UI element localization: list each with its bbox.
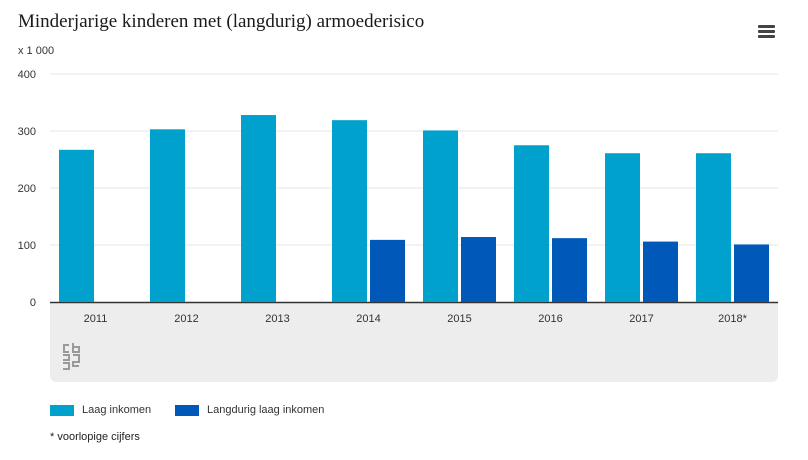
bar-langdurig-laag-inkomen-2017[interactable] xyxy=(643,241,678,302)
bars xyxy=(59,115,769,302)
y-tick-label: 400 xyxy=(18,69,36,81)
x-tick-label: 2017 xyxy=(629,313,653,325)
y-tick-label: 200 xyxy=(18,183,36,195)
bar-laag-inkomen-2013[interactable] xyxy=(241,115,276,302)
bar-langdurig-laag-inkomen-2018[interactable] xyxy=(734,244,769,302)
x-tick-label: 2016 xyxy=(538,313,562,325)
legend-item-laag-inkomen[interactable]: Laag inkomen xyxy=(50,404,151,416)
hamburger-menu-icon[interactable] xyxy=(757,24,777,40)
chart-title: Minderjarige kinderen met (langdurig) ar… xyxy=(18,11,425,32)
bar-laag-inkomen-2016[interactable] xyxy=(514,145,549,302)
bar-laag-inkomen-2018[interactable] xyxy=(696,153,731,302)
x-tick-labels: 2011 2012 2013 2014 2015 2016 2017 2018* xyxy=(84,313,748,325)
y-tick-label: 100 xyxy=(18,240,36,252)
legend-label: Laag inkomen xyxy=(82,404,152,416)
legend-label: Langdurig laag inkomen xyxy=(207,404,325,416)
legend-item-langdurig-laag-inkomen[interactable]: Langdurig laag inkomen xyxy=(175,404,324,416)
x-tick-label: 2011 xyxy=(84,313,108,325)
x-axis-panel xyxy=(50,303,778,382)
bar-laag-inkomen-2012[interactable] xyxy=(150,129,185,302)
y-tick-labels: 0 100 200 300 400 xyxy=(18,69,36,309)
legend-swatch-langdurig-laag-inkomen xyxy=(175,404,199,416)
x-tick-label: 2018* xyxy=(718,313,747,325)
bar-laag-inkomen-2014[interactable] xyxy=(332,120,367,302)
footnote: * voorlopige cijfers xyxy=(50,431,140,443)
cbs-logo-icon xyxy=(63,343,80,370)
x-tick-label: 2012 xyxy=(174,313,198,325)
y-tick-label: 300 xyxy=(18,126,36,138)
legend-swatch-laag-inkomen xyxy=(50,404,74,416)
bar-laag-inkomen-2015[interactable] xyxy=(423,130,458,302)
bar-laag-inkomen-2011[interactable] xyxy=(59,149,94,302)
bar-langdurig-laag-inkomen-2014[interactable] xyxy=(370,239,405,302)
x-tick-label: 2015 xyxy=(447,313,471,325)
bar-langdurig-laag-inkomen-2016[interactable] xyxy=(552,238,587,302)
y-tick-label: 0 xyxy=(30,297,36,309)
y-axis-unit-label: x 1 000 xyxy=(18,45,55,57)
bar-laag-inkomen-2017[interactable] xyxy=(605,153,640,302)
x-tick-label: 2014 xyxy=(356,313,380,325)
x-tick-label: 2013 xyxy=(265,313,289,325)
bar-langdurig-laag-inkomen-2015[interactable] xyxy=(461,237,496,302)
